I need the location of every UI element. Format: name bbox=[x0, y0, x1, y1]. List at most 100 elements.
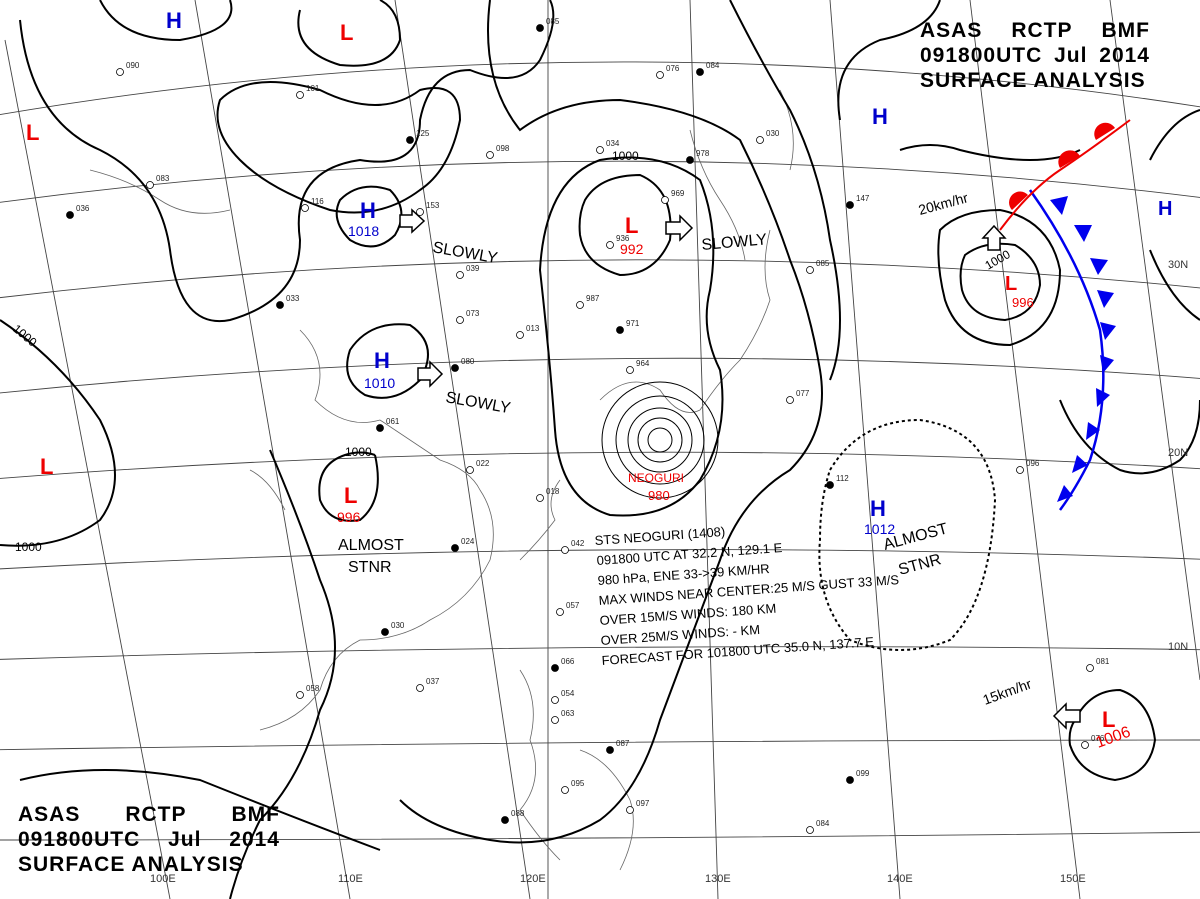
latitude-labels: 30N 20N 10N bbox=[1168, 259, 1188, 653]
header-title: SURFACE ANALYSIS bbox=[18, 853, 244, 876]
station-pressure: 073 bbox=[466, 309, 480, 318]
station-marker bbox=[806, 826, 814, 834]
station-marker bbox=[576, 301, 584, 309]
arrow-icon bbox=[665, 214, 694, 242]
low-pressure-symbol: L bbox=[26, 120, 39, 145]
station-marker bbox=[536, 24, 544, 32]
station-pressure: 095 bbox=[571, 779, 585, 788]
isobar bbox=[216, 81, 462, 214]
high-pressure-symbol: H bbox=[374, 348, 390, 373]
station-pressure: 081 bbox=[1096, 657, 1110, 666]
station-marker bbox=[656, 71, 664, 79]
mongolia-border bbox=[89, 169, 231, 214]
latitude-label: 10N bbox=[1168, 641, 1188, 653]
station-pressure: 096 bbox=[1026, 459, 1040, 468]
station-marker bbox=[661, 196, 669, 204]
station-pressure: 066 bbox=[561, 657, 575, 666]
station-marker bbox=[1016, 466, 1024, 474]
station-plots: 085 090 101 125 098 076 084 034 030 978 969 936 147 0… bbox=[66, 17, 1110, 834]
isobar bbox=[959, 242, 1042, 322]
station-pressure: 037 bbox=[426, 677, 440, 686]
station-pressure: 112 bbox=[836, 474, 849, 483]
station-marker bbox=[146, 181, 154, 189]
coastlines bbox=[89, 89, 794, 871]
station-marker bbox=[1081, 741, 1089, 749]
longitude-line bbox=[829, 0, 901, 899]
station-marker bbox=[66, 211, 74, 219]
station-marker bbox=[686, 156, 694, 164]
station-pressure: 034 bbox=[606, 139, 620, 148]
high-pressure-value: 1012 bbox=[864, 521, 895, 537]
typhoon-ring bbox=[637, 417, 683, 463]
station-pressure: 030 bbox=[391, 621, 405, 630]
station-marker bbox=[486, 151, 494, 159]
typhoon-pressure: 980 bbox=[648, 488, 670, 503]
isobar bbox=[297, 0, 402, 67]
philippines-coast bbox=[579, 749, 634, 871]
latitude-label: 20N bbox=[1168, 447, 1188, 459]
station-pressure: 061 bbox=[386, 417, 400, 426]
station-pressure: 077 bbox=[796, 389, 810, 398]
cold-front-barb bbox=[1074, 225, 1092, 242]
station-marker bbox=[406, 136, 414, 144]
header-code: ASAS bbox=[18, 803, 81, 826]
latitude-line bbox=[0, 549, 1200, 570]
cold-front-barb bbox=[1050, 196, 1068, 215]
longitude-line bbox=[689, 0, 719, 899]
cold-front-barb bbox=[1096, 388, 1110, 407]
station-pressure: 125 bbox=[416, 129, 430, 138]
station-marker bbox=[381, 628, 389, 636]
station-pressure: 063 bbox=[561, 709, 575, 718]
hainan-coast bbox=[249, 469, 286, 511]
isobar bbox=[399, 0, 823, 844]
low-pressure-value: 996 bbox=[337, 509, 361, 525]
isobar-label: 1000 bbox=[345, 445, 372, 459]
longitude-label: 130E bbox=[705, 873, 731, 885]
station-marker bbox=[826, 481, 834, 489]
header-time: 091800UTC bbox=[18, 828, 141, 851]
low-pressure-symbol: L bbox=[1005, 273, 1017, 295]
station-marker bbox=[556, 608, 564, 616]
station-marker bbox=[451, 544, 459, 552]
station-pressure: 030 bbox=[766, 129, 780, 138]
station-pressure: 057 bbox=[566, 601, 580, 610]
station-pressure: 964 bbox=[636, 359, 650, 368]
station-pressure: 087 bbox=[616, 739, 630, 748]
header-month: Jul bbox=[1054, 44, 1088, 67]
station-marker bbox=[296, 691, 304, 699]
isobar bbox=[729, 0, 841, 381]
isobar-label: 1000 bbox=[612, 149, 639, 163]
pressure-centers: H L L H 1018 L 992 H 1010 L L 996 H L 99… bbox=[26, 8, 1172, 752]
station-pressure: 084 bbox=[706, 61, 720, 70]
station-marker bbox=[466, 466, 474, 474]
station-marker bbox=[616, 326, 624, 334]
cold-front-barb bbox=[1090, 258, 1108, 275]
isobar bbox=[578, 173, 672, 277]
station-marker bbox=[551, 696, 559, 704]
station-marker bbox=[786, 396, 794, 404]
latitude-label: 30N bbox=[1168, 259, 1188, 271]
station-pressure: 088 bbox=[511, 809, 525, 818]
cold-front bbox=[1028, 189, 1116, 511]
station-pressure: 022 bbox=[476, 459, 490, 468]
isobar bbox=[1059, 399, 1200, 475]
station-marker bbox=[501, 816, 509, 824]
cold-front-barb bbox=[1100, 322, 1116, 340]
station-marker bbox=[451, 364, 459, 372]
station-marker bbox=[551, 716, 559, 724]
station-marker bbox=[756, 136, 764, 144]
warm-front-bump bbox=[1094, 122, 1115, 140]
station-pressure: 098 bbox=[496, 144, 510, 153]
station-marker bbox=[626, 366, 634, 374]
typhoon-labels: NEOGURI 980 bbox=[628, 471, 684, 503]
station-marker bbox=[626, 806, 634, 814]
low-pressure-symbol: L bbox=[40, 454, 53, 479]
station-pressure: 978 bbox=[696, 149, 710, 158]
station-marker bbox=[536, 494, 544, 502]
low-pressure-symbol: L bbox=[344, 483, 357, 508]
station-pressure: 147 bbox=[856, 194, 870, 203]
warm-front-line bbox=[999, 119, 1131, 231]
longitude-line bbox=[394, 0, 531, 899]
